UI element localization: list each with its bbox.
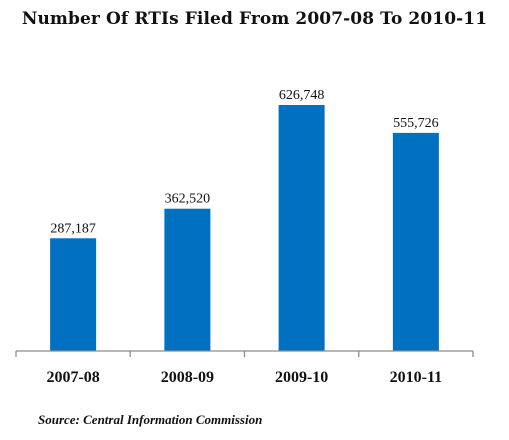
bar-2008-09 xyxy=(164,208,211,351)
category-label-2007-08: 2007-08 xyxy=(46,369,99,386)
category-label-2008-09: 2008-09 xyxy=(161,369,214,386)
chart-title: Number Of RTIs Filed From 2007-08 To 201… xyxy=(21,9,488,29)
category-label-2009-10: 2009-10 xyxy=(275,369,328,386)
x-axis: 2007-08 2008-09 2009-10 2010-11 xyxy=(15,350,474,386)
data-label-2009-10: 626,748 xyxy=(279,88,325,103)
bar-2009-10 xyxy=(278,105,325,351)
source-note: Source: Central Information Commission xyxy=(38,412,263,427)
data-label-2007-08: 287,187 xyxy=(50,221,96,236)
category-label-2010-11: 2010-11 xyxy=(390,369,442,386)
bars-layer xyxy=(50,105,439,351)
bar-2007-08 xyxy=(50,238,97,351)
data-label-2008-09: 362,520 xyxy=(165,192,211,207)
value-labels-layer: 287,187 362,520 626,748 555,726 xyxy=(50,88,438,236)
bar-2010-11 xyxy=(392,132,439,351)
data-label-2010-11: 555,726 xyxy=(393,116,439,131)
